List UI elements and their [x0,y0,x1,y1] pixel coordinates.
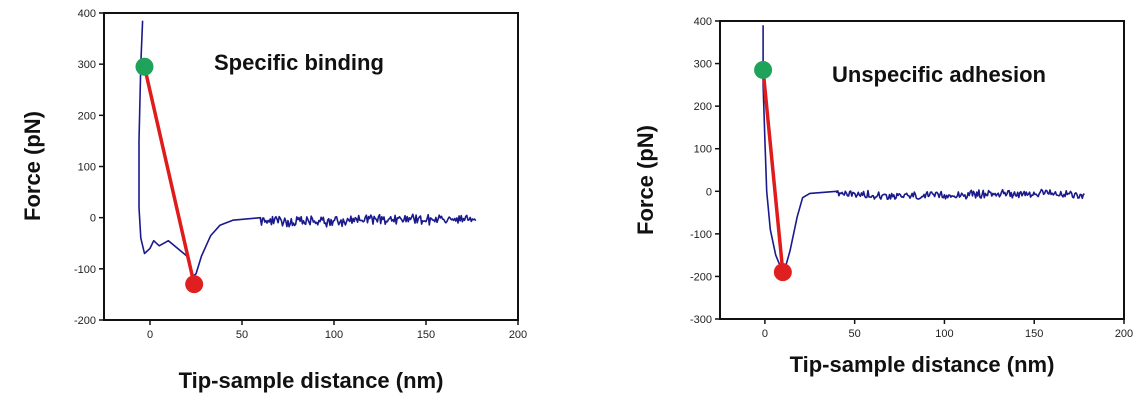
x-tick-label: 0 [762,328,768,340]
x-tick-label: 150 [417,329,435,341]
y-tick-label: 100 [78,162,96,174]
y-tick-label: 0 [90,213,96,225]
start-marker [135,57,154,76]
x-tick-label: 100 [935,328,953,340]
x-tick-label: 0 [147,329,153,341]
y-tick-label: -300 [690,314,712,326]
chart-annotation: Specific binding [214,50,384,75]
end-marker [773,263,792,282]
y-tick-label: -200 [74,315,96,327]
y-tick-label: 200 [694,101,712,113]
trace-group [135,20,477,294]
tick-group: 0 50 100 150 200 -300 -200 -100 0 100 200 300 400 [690,16,1133,340]
y-tick-label: 300 [78,59,96,71]
x-axis-title: Tip-sample distance (nm) [179,368,444,393]
tick-group: 0 50 100 150 200 -200 -100 0 100 200 300 400 [74,8,527,341]
chart-unspecific-adhesion: 0 50 100 150 200 -300 -200 -100 0 100 200 300 400 Un… [633,16,1133,377]
chart-specific-binding: 0 50 100 150 200 -200 -100 0 100 200 300 400 Specif… [20,8,527,393]
plot-frame [719,20,1125,320]
trace-group [754,25,1085,282]
x-tick-label: 150 [1025,328,1043,340]
y-tick-label: 400 [78,8,96,20]
x-tick-label: 50 [236,329,248,341]
x-tick-label: 50 [849,328,861,340]
rupture-line [761,69,785,273]
chart-annotation: Unspecific adhesion [832,62,1046,87]
y-tick-label: -200 [690,271,712,283]
y-axis-title: Force (pN) [633,125,658,235]
force-trace [138,20,477,278]
y-tick-label: -100 [74,264,96,276]
y-tick-label: 200 [78,110,96,122]
y-tick-label: 400 [694,16,712,28]
y-axis-title: Force (pN) [20,111,45,221]
x-tick-label: 100 [325,329,343,341]
x-tick-label: 200 [1115,328,1133,340]
y-tick-label: 300 [694,59,712,71]
y-tick-label: 100 [694,144,712,156]
x-axis-title: Tip-sample distance (nm) [790,352,1055,377]
end-marker [185,275,204,294]
y-tick-label: -100 [690,229,712,241]
y-tick-label: 0 [706,186,712,198]
x-tick-label: 200 [509,329,527,341]
force-trace [762,25,1085,271]
rupture-line [142,66,196,285]
start-marker [754,60,773,79]
